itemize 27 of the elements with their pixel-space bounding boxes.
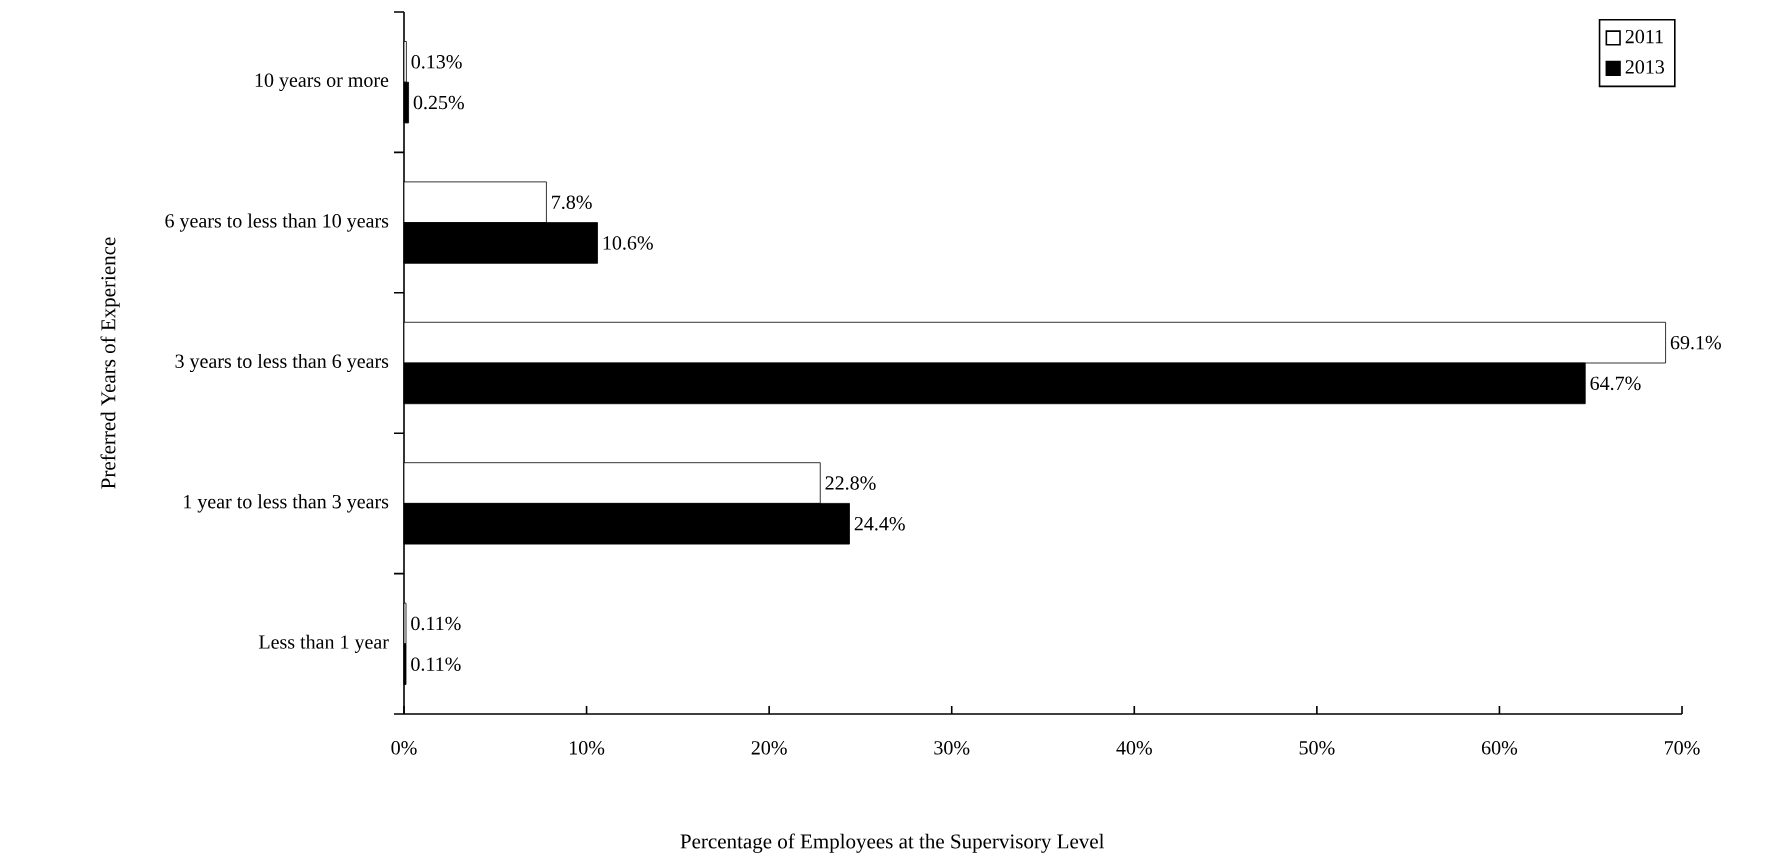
y-tick-label: 3 years to less than 6 years bbox=[175, 353, 389, 373]
data-label: 0.11% bbox=[411, 616, 461, 631]
legend-label: 2011 bbox=[1625, 29, 1663, 44]
y-tick-label: 1 year to less than 3 years bbox=[184, 494, 389, 513]
legend-label: 2013 bbox=[1625, 60, 1665, 74]
data-label: 10.6% bbox=[603, 236, 653, 250]
y-tick-label: 10 years or more bbox=[255, 73, 389, 92]
x-tick-label: 70% bbox=[1665, 741, 1700, 755]
y-tick-label: Less than 1 year bbox=[258, 634, 389, 653]
x-tick-label: 10% bbox=[570, 741, 605, 755]
x-tick-label: 60% bbox=[1481, 741, 1518, 755]
y-tick-label: 6 years to less than 10 years bbox=[165, 213, 389, 232]
x-tick-label: 30% bbox=[934, 741, 970, 755]
x-tick-label: 50% bbox=[1299, 741, 1335, 755]
data-label: 0.13% bbox=[411, 55, 462, 69]
data-label: 0.11% bbox=[411, 657, 461, 671]
data-label: 69.1% bbox=[1670, 335, 1721, 350]
data-label: 7.8% bbox=[552, 195, 592, 210]
data-label: 64.7% bbox=[1590, 376, 1641, 391]
data-label: 0.25% bbox=[413, 95, 464, 110]
x-axis-title: Percentage of Employees at the Supervisory Level bbox=[680, 833, 1105, 853]
y-axis-title: Preferred Years of Experience bbox=[100, 237, 120, 489]
x-tick-label: 0% bbox=[391, 741, 417, 755]
data-label: 24.4% bbox=[854, 516, 905, 531]
x-tick-label: 20% bbox=[751, 741, 787, 755]
x-tick-label: 40% bbox=[1116, 741, 1152, 755]
data-label: 22.8% bbox=[825, 476, 876, 490]
